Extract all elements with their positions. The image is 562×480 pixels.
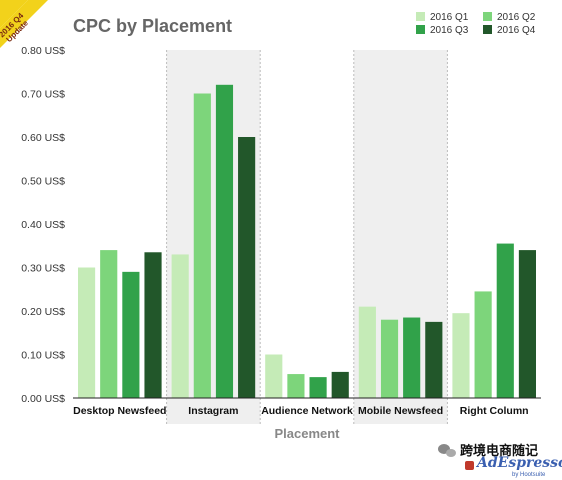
y-tick-label: 0.00 US$ <box>21 393 65 405</box>
bar <box>380 319 399 398</box>
legend-label: 2016 Q2 <box>497 12 536 23</box>
y-tick-label: 0.50 US$ <box>21 176 65 188</box>
y-tick-label: 0.20 US$ <box>21 306 65 318</box>
watermark: 跨境电商随记 AdEspresso by Hootsuite <box>438 443 562 478</box>
y-tick-label: 0.10 US$ <box>21 350 65 362</box>
bar <box>238 137 256 398</box>
x-category-label: Right Column <box>460 405 529 417</box>
bar <box>215 84 234 399</box>
bar <box>171 254 189 398</box>
legend-label: 2016 Q1 <box>430 12 469 23</box>
bar <box>122 271 140 398</box>
wechat-icon <box>438 444 456 457</box>
bar <box>265 354 283 398</box>
x-category-label: Instagram <box>188 405 238 417</box>
bar <box>358 306 376 398</box>
y-axis-tick-labels: 0.00 US$ 0.10 US$ 0.20 US$ 0.30 US$ 0.40 US$… <box>21 45 65 405</box>
bar <box>193 93 211 398</box>
x-axis-title: Placement <box>274 426 340 441</box>
legend-swatch <box>483 12 492 21</box>
bar <box>403 317 421 398</box>
bar <box>425 321 443 398</box>
bar <box>309 377 327 398</box>
x-category-label: Desktop Newsfeed <box>73 405 166 417</box>
ribbon-band <box>0 0 48 48</box>
y-tick-label: 0.30 US$ <box>21 263 65 275</box>
brand-name: AdEspresso <box>475 455 562 471</box>
bar <box>518 250 536 398</box>
brand-sub: by Hootsuite <box>512 472 546 478</box>
adespresso-logo: AdEspresso by Hootsuite <box>465 455 562 478</box>
legend: 2016 Q1 2016 Q2 2016 Q3 2016 Q4 <box>416 12 536 36</box>
y-tick-label: 0.40 US$ <box>21 219 65 231</box>
bar <box>452 313 470 398</box>
x-axis-category-labels: Desktop Newsfeed Instagram Audience Networ… <box>73 405 529 417</box>
x-category-label: Mobile Newsfeed <box>358 405 443 417</box>
bar <box>331 371 349 398</box>
x-category-label: Audience Network <box>261 405 353 417</box>
bar <box>496 243 514 398</box>
bar <box>78 267 96 398</box>
legend-label: 2016 Q4 <box>497 25 536 36</box>
y-tick-label: 0.60 US$ <box>21 132 65 144</box>
corner-ribbon: 2016 Q4 Update <box>0 0 48 48</box>
legend-swatch <box>416 12 425 21</box>
legend-label: 2016 Q3 <box>430 25 469 36</box>
bar <box>144 252 162 398</box>
wechat-account-name: 跨境电商随记 <box>460 443 538 459</box>
y-tick-label: 0.80 US$ <box>21 45 65 57</box>
bar <box>474 291 492 398</box>
chart-title: CPC by Placement <box>73 16 232 36</box>
legend-swatch <box>483 25 492 34</box>
legend-swatch <box>416 25 425 34</box>
bar <box>287 374 305 398</box>
bars <box>78 84 536 399</box>
bar <box>100 250 118 398</box>
y-tick-label: 0.70 US$ <box>21 89 65 101</box>
